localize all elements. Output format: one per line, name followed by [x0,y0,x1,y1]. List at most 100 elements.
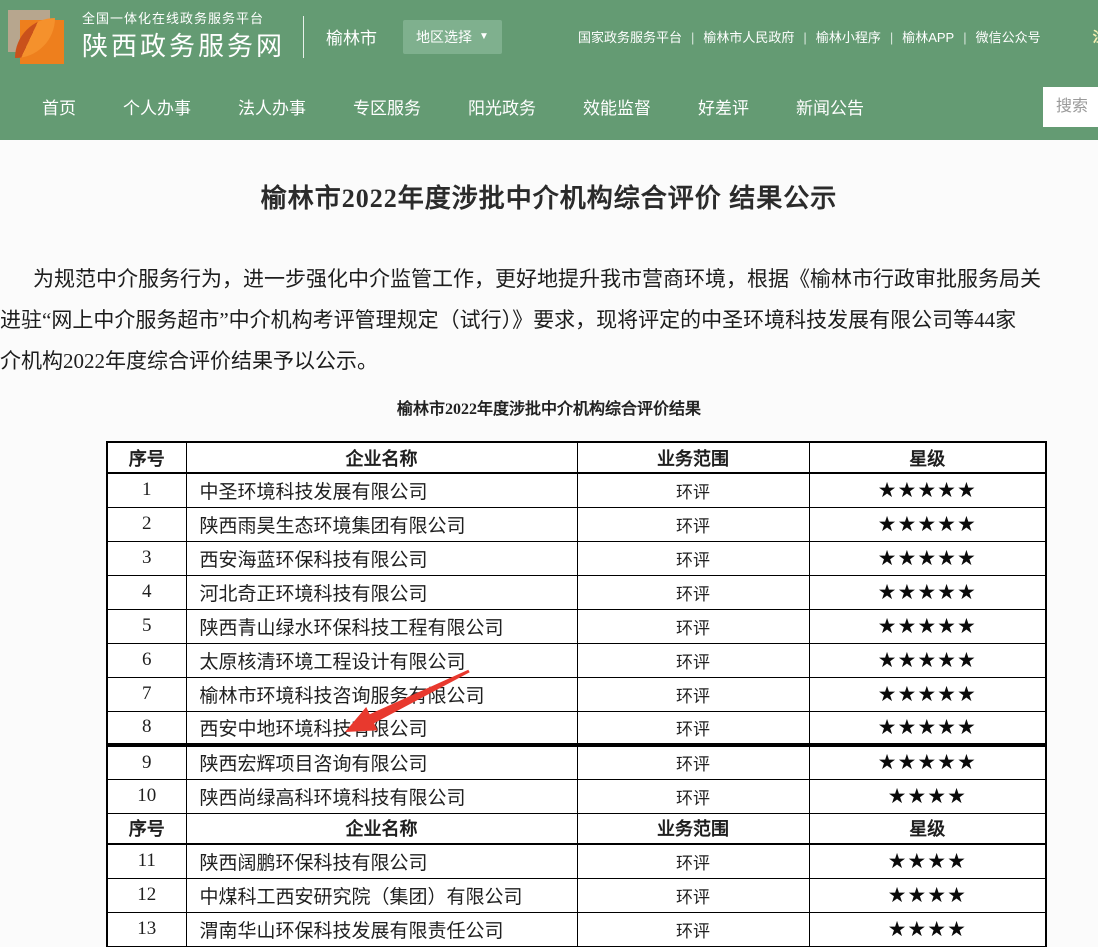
search-input[interactable] [1043,87,1098,127]
nav-item[interactable]: 效能监督 [583,99,651,118]
table-row: 5 陕西青山绿水环保科技工程有限公司 环评 ★★★★★ [106,608,1047,644]
nav-items: 首页 个人办事 法人办事 专区服务 阳光政务 效能监督 好差评 新闻公告 [42,94,911,119]
table-row: 10 陕西尚绿高科环境科技有限公司 环评 ★★★★ [106,778,1047,814]
main-nav: 首页 个人办事 法人办事 专区服务 阳光政务 效能监督 好差评 新闻公告 [0,73,1098,140]
column-header: 业务范围 [576,812,810,845]
top-link[interactable]: 榆林小程序 [815,29,881,45]
table-row: 7 榆林市环境科技咨询服务有限公司 环评 ★★★★★ [106,676,1047,712]
announcement-paragraph: 为规范中介服务行为，进一步强化中介监管工作，更好地提升我市营商环境，根据《榆林市… [0,259,1098,382]
top-link[interactable]: 微信公众号 [975,29,1041,45]
star-rating-cell: ★★★★★ [808,608,1047,644]
paragraph-line: 为规范中介服务行为，进一步强化中介监管工作，更好地提升我市营商环境，根据《榆林市… [33,267,1041,291]
table-caption: 榆林市2022年度涉批中介机构综合评价结果 [396,401,701,418]
star-rating-cell: ★★★★ [808,778,1047,814]
nav-item[interactable]: 阳光政务 [468,99,536,118]
row-number-cell: 13 [106,911,187,947]
page-title: 榆林市2022年度涉批中介机构综合评价 结果公示 [260,184,838,213]
row-number-cell: 6 [106,642,187,678]
star-rating-cell: ★★★★★ [808,743,1047,780]
column-header: 序号 [106,812,187,845]
top-link[interactable]: 榆林市人民政府 [703,29,795,45]
star-rating-cell: ★★★★★ [808,506,1047,542]
row-number-cell: 3 [106,540,187,576]
table-row: 9 陕西宏辉项目咨询有限公司 环评 ★★★★★ [106,743,1047,780]
company-name-cell: 陕西尚绿高科环境科技有限公司 [185,778,578,814]
star-rating-cell: ★★★★★ [808,710,1047,746]
table-row: 1 中圣环境科技发展有限公司 环评 ★★★★★ [106,472,1047,508]
company-name-cell: 中煤科工西安研究院（集团）有限公司 [185,877,578,913]
column-header: 星级 [808,812,1047,845]
link-separator: | [691,29,695,45]
table-row: 3 西安海蓝环保科技有限公司 环评 ★★★★★ [106,540,1047,576]
row-number-cell: 5 [106,608,187,644]
top-links: 国家政务服务平台 | 榆林市人民政府 | 榆林小程序 | 榆林APP | 微信公众号 注册 [578,0,1098,73]
top-link[interactable]: 国家政务服务平台 [578,29,683,45]
row-number-cell: 4 [106,574,187,610]
top-links-generated: 国家政务服务平台 | 榆林市人民政府 | 榆林小程序 | 榆林APP | 微信公众号 [578,27,1041,47]
company-name-cell: 陕西雨昊生态环境集团有限公司 [185,506,578,542]
nav-item[interactable]: 新闻公告 [796,99,864,118]
table-row: 13 渭南华山环保科技发展有限责任公司 环评 ★★★★ [106,911,1047,947]
evaluation-results-table: 序号 企业名称 业务范围 星级 1 中圣环境科技发展有限公司 环评 ★★★★★ 2 陕西雨昊生态环… [106,441,1047,947]
column-header: 星级 [808,441,1047,474]
row-number-cell: 12 [106,877,187,913]
nav-item[interactable]: 首页 [42,99,76,118]
company-name-cell: 中圣环境科技发展有限公司 [185,472,578,508]
business-scope-cell: 环评 [576,743,810,780]
business-scope-cell: 环评 [576,911,810,947]
region-select-button[interactable]: 地区选择 ▼ [403,19,502,54]
business-scope-cell: 环评 [576,642,810,678]
row-number-cell: 9 [106,743,187,780]
company-name-cell: 太原核清环境工程设计有限公司 [185,642,578,678]
table-row: 12 中煤科工西安研究院（集团）有限公司 环评 ★★★★ [106,877,1047,913]
row-number-cell: 11 [106,843,187,879]
star-rating-cell: ★★★★ [808,843,1047,879]
table-row: 11 陕西阔鹏环保科技有限公司 环评 ★★★★ [106,843,1047,879]
business-scope-cell: 环评 [576,472,810,508]
company-name-cell: 渭南华山环保科技发展有限责任公司 [185,911,578,947]
paragraph-line: 介机构2022年度综合评价结果予以公示。 [0,349,378,373]
company-name-cell: 陕西宏辉项目咨询有限公司 [185,743,578,780]
row-number-cell: 10 [106,778,187,814]
current-city-label: 榆林市 [326,29,378,48]
star-rating-cell: ★★★★★ [808,540,1047,576]
nav-item[interactable]: 专区服务 [353,99,421,118]
row-number-cell: 7 [106,676,187,712]
star-rating-cell: ★★★★ [808,911,1047,947]
star-rating-cell: ★★★★★ [808,574,1047,610]
business-scope-cell: 环评 [576,574,810,610]
star-rating-cell: ★★★★★ [808,472,1047,508]
top-link[interactable]: 榆林APP [902,29,955,45]
register-link[interactable]: 注册 [1093,27,1098,47]
column-header: 企业名称 [185,441,578,474]
table-row: 6 太原核清环境工程设计有限公司 环评 ★★★★★ [106,642,1047,678]
paragraph-line: 进驻“网上中介服务超市”中介机构考评管理规定（试行）》要求，现将评定的中圣环境科… [0,308,1017,332]
table-row: 8 西安中地环境科技有限公司 环评 ★★★★★ [106,710,1047,746]
site-name: 陕西政务服务网 [82,30,286,61]
business-scope-cell: 环评 [576,676,810,712]
site-logo-icon [8,6,70,68]
column-header: 业务范围 [576,441,810,474]
site-brand: 全国一体化在线政务服务平台 陕西政务服务网 [82,11,285,63]
row-number-cell: 2 [106,506,187,542]
company-name-cell: 陕西阔鹏环保科技有限公司 [185,843,578,879]
nav-item[interactable]: 好差评 [698,99,749,118]
nav-item[interactable]: 法人办事 [238,99,306,118]
header-divider [303,15,305,58]
column-header: 企业名称 [185,812,578,845]
company-name-cell: 西安中地环境科技有限公司 [185,710,578,746]
table-header-row: 序号 企业名称 业务范围 星级 [106,812,1047,845]
platform-label: 全国一体化在线政务服务平台 [82,10,265,26]
table-header-row: 序号 企业名称 业务范围 星级 [106,441,1047,474]
company-name-cell: 西安海蓝环保科技有限公司 [185,540,578,576]
document-content: 榆林市2022年度涉批中介机构综合评价 结果公示 为规范中介服务行为，进一步强化… [0,140,1098,947]
business-scope-cell: 环评 [576,843,810,879]
nav-item[interactable]: 个人办事 [123,99,191,118]
business-scope-cell: 环评 [576,608,810,644]
business-scope-cell: 环评 [576,877,810,913]
search-box[interactable] [1043,87,1098,127]
star-rating-cell: ★★★★ [808,877,1047,913]
column-header: 序号 [106,441,187,474]
link-separator: | [889,29,894,45]
table-row: 4 河北奇正环境科技有限公司 环评 ★★★★★ [106,574,1047,610]
